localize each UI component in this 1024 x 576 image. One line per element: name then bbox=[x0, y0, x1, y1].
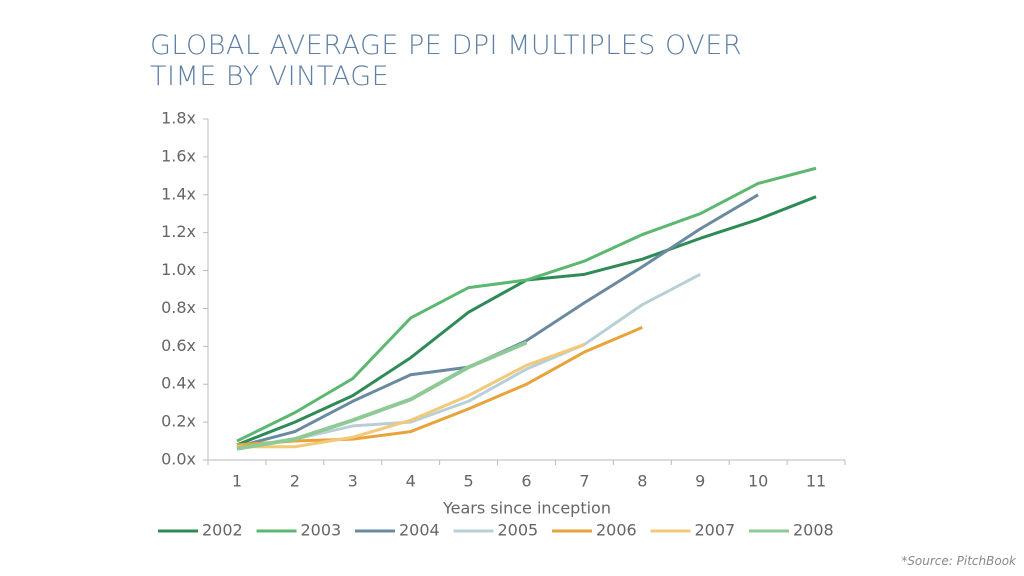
series-line bbox=[236, 195, 817, 447]
y-tick-label: 1.4x bbox=[161, 184, 196, 203]
legend-label: 2003 bbox=[301, 521, 342, 540]
series-line bbox=[236, 273, 701, 451]
y-tick-label: 0.6x bbox=[161, 336, 196, 355]
series-line bbox=[236, 340, 528, 451]
y-tick-label: 1.0x bbox=[161, 260, 196, 279]
legend-label: 2007 bbox=[695, 521, 736, 540]
legend-label: 2006 bbox=[596, 521, 637, 540]
x-tick-label: 8 bbox=[637, 472, 647, 491]
y-tick-label: 1.8x bbox=[161, 109, 196, 128]
x-tick-label: 10 bbox=[748, 472, 768, 491]
series-line bbox=[236, 166, 817, 443]
y-tick-label: 1.2x bbox=[161, 222, 196, 241]
legend-label: 2005 bbox=[498, 521, 539, 540]
x-tick-label: 9 bbox=[695, 472, 705, 491]
y-tick-label: 0.8x bbox=[161, 298, 196, 317]
series-line bbox=[236, 343, 585, 449]
x-tick-label: 2 bbox=[290, 472, 300, 491]
y-tick-label: 1.6x bbox=[161, 146, 196, 165]
source-note: *Source: PitchBook bbox=[901, 554, 1016, 568]
x-tick-label: 3 bbox=[348, 472, 358, 491]
y-tick-label: 0.0x bbox=[161, 450, 196, 469]
legend-label: 2004 bbox=[399, 521, 440, 540]
legend-label: 2008 bbox=[793, 521, 834, 540]
y-tick-label: 0.2x bbox=[161, 412, 196, 431]
x-tick-label: 1 bbox=[232, 472, 242, 491]
legend-label: 2002 bbox=[202, 521, 243, 540]
x-axis-label: Years since inception bbox=[442, 499, 611, 518]
x-tick-label: 11 bbox=[806, 472, 826, 491]
x-tick-label: 5 bbox=[463, 472, 473, 491]
chart-title: GLOBAL AVERAGE PE DPI MULTIPLES OVER TIM… bbox=[150, 30, 743, 92]
series-line bbox=[236, 326, 643, 447]
series-line bbox=[236, 193, 759, 449]
x-tick-label: 7 bbox=[579, 472, 589, 491]
x-tick-label: 4 bbox=[406, 472, 416, 491]
y-tick-label: 0.4x bbox=[161, 374, 196, 393]
x-tick-label: 6 bbox=[521, 472, 531, 491]
